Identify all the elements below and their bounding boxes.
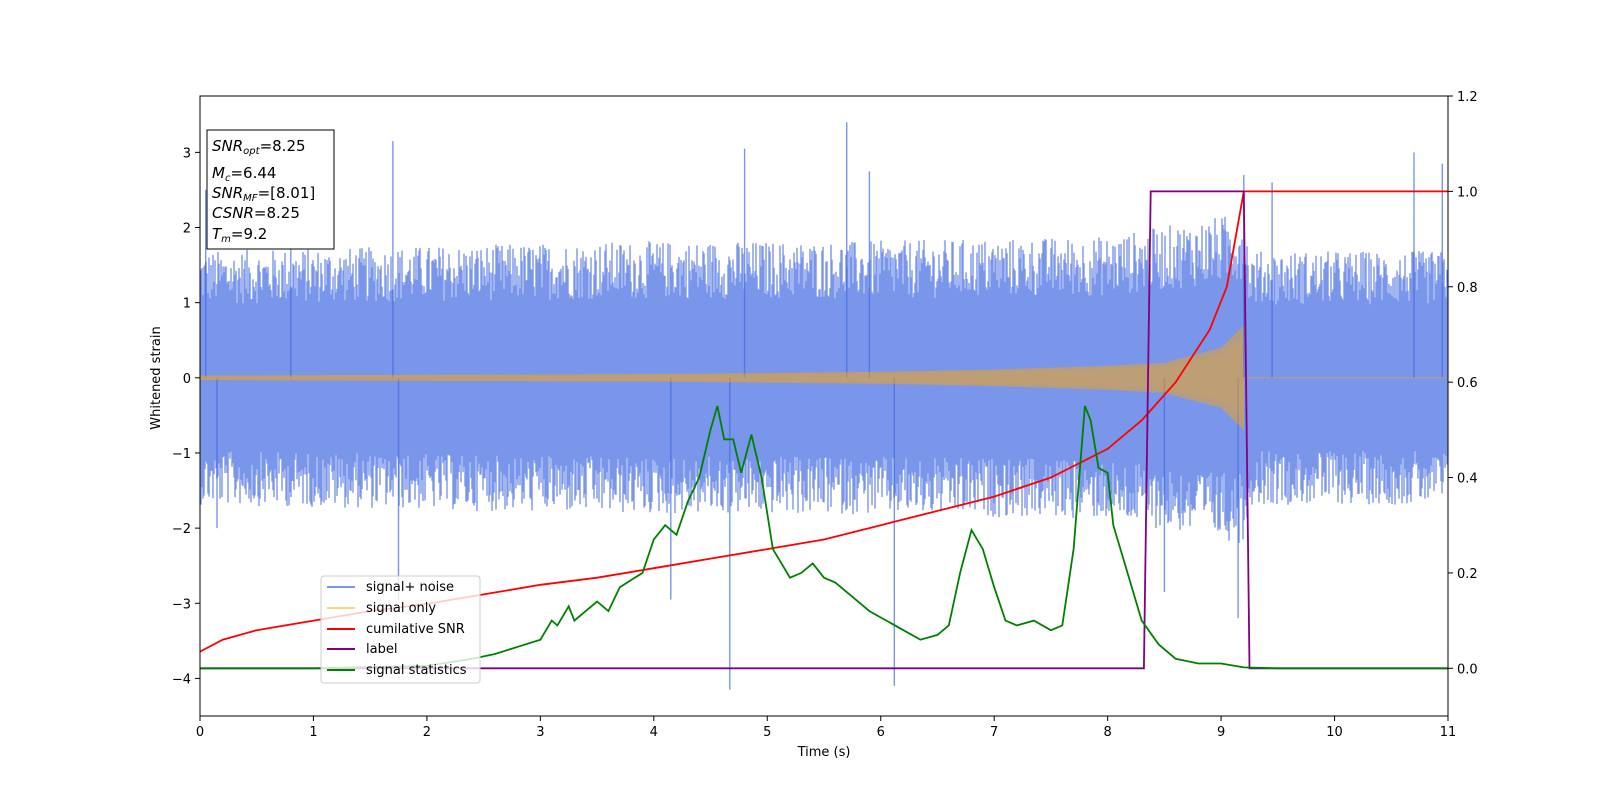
- x-tick-label: 8: [1103, 725, 1111, 740]
- y-axis-label: Whitened strain: [149, 326, 164, 429]
- y2-tick-label: 0.2: [1457, 567, 1478, 582]
- x-tick-label: 7: [990, 725, 998, 740]
- legend-label-cumilative-snr: cumilative SNR: [366, 622, 465, 637]
- y-tick-label: 1: [183, 297, 191, 312]
- series-signal-only-line: [200, 326, 1448, 431]
- info-box: SNRopt=8.25 Mc=6.44 SNRMF=[8.01] CSNR=8.…: [206, 129, 335, 250]
- x-tick-label: 4: [650, 725, 658, 740]
- info-csnr: CSNR=8.25: [212, 204, 300, 222]
- y-tick-label: 3: [183, 146, 191, 161]
- x-tick-label: 9: [1217, 725, 1225, 740]
- y2-tick-label: 0.6: [1457, 376, 1478, 391]
- y-axis-right: 0.0 0.2 0.4 0.6 0.8 1.0 1.2: [1448, 90, 1478, 677]
- x-tick-label: 5: [763, 725, 771, 740]
- y-tick-label: 2: [183, 222, 191, 237]
- x-tick-label: 6: [877, 725, 885, 740]
- x-tick-label: 3: [536, 725, 544, 740]
- y-axis-left: −4 −3 −2 −1 0 1 2 3: [172, 146, 200, 687]
- x-tick-label: 11: [1440, 725, 1457, 740]
- info-box-frame: [206, 129, 335, 250]
- legend: signal+ noise signal only cumilative SNR…: [320, 575, 481, 684]
- x-tick-label: 0: [196, 725, 204, 740]
- y-tick-label: −3: [172, 597, 191, 612]
- info-mc: Mc=6.44: [212, 164, 276, 184]
- series-signal-statistics-line: [200, 405, 1448, 670]
- x-tick-label: 2: [423, 725, 431, 740]
- legend-frame: [320, 575, 481, 684]
- y2-tick-label: 0.4: [1457, 472, 1478, 487]
- plot-frame: [199, 95, 1449, 717]
- x-tick-label: 1: [309, 725, 317, 740]
- legend-label-signal-noise: signal+ noise: [366, 580, 454, 595]
- y2-tick-label: 1.0: [1457, 185, 1478, 200]
- y2-tick-label: 0.8: [1457, 281, 1478, 296]
- y-tick-label: −1: [172, 447, 191, 462]
- y-tick-label: −4: [172, 672, 191, 687]
- legend-label-signal-statistics: signal statistics: [366, 663, 467, 678]
- series-signal-noise-spikes: [205, 122, 1443, 690]
- info-snr-mf: SNRMF=[8.01]: [212, 184, 315, 204]
- y2-tick-label: 1.2: [1457, 90, 1478, 105]
- x-axis-label: Time (s): [797, 745, 851, 760]
- y-tick-label: 0: [183, 372, 191, 387]
- x-tick-label: 10: [1326, 725, 1343, 740]
- info-tm: Tm=9.2: [212, 225, 267, 245]
- info-snr-opt: SNRopt=8.25: [212, 137, 306, 157]
- y-tick-label: −2: [172, 522, 191, 537]
- legend-label-signal-only: signal only: [366, 601, 436, 616]
- y2-tick-label: 0.0: [1457, 662, 1478, 677]
- x-axis: 0 1 2 3 4 5 6 7 8 9 10 11: [196, 716, 1456, 740]
- legend-label-label: label: [366, 642, 397, 657]
